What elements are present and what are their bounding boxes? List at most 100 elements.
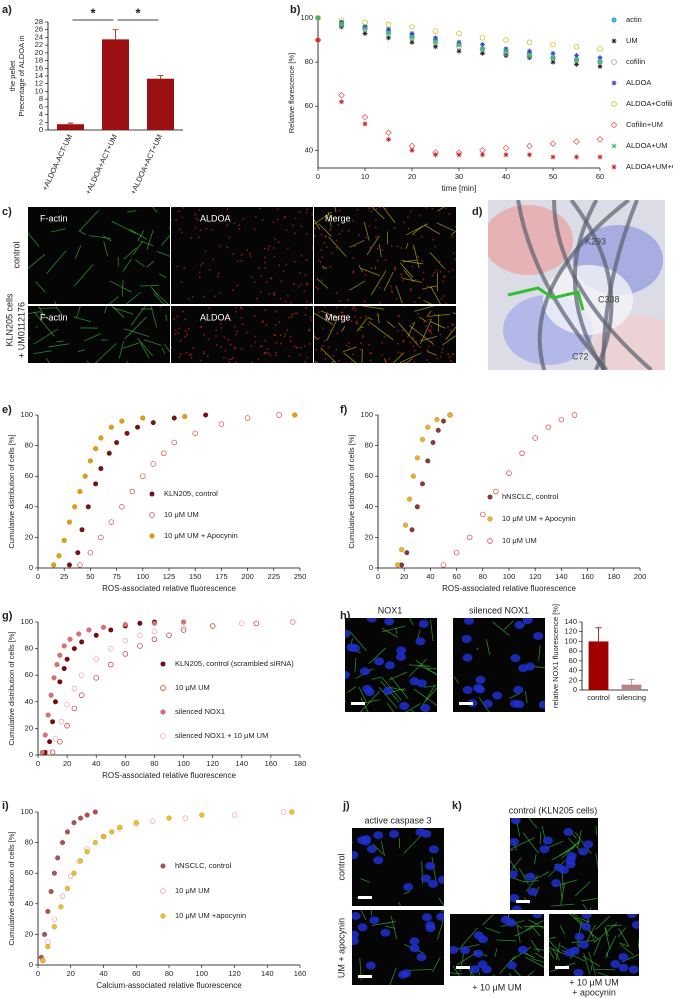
point bbox=[42, 732, 48, 738]
dot bbox=[227, 315, 229, 318]
dot bbox=[354, 315, 357, 318]
dot bbox=[257, 358, 260, 361]
nucleus bbox=[539, 845, 550, 854]
fiber bbox=[595, 853, 598, 868]
dot bbox=[409, 287, 412, 290]
dot bbox=[390, 289, 393, 292]
image-label: ALDOA bbox=[200, 213, 231, 223]
y-tick-label: 100 bbox=[300, 13, 313, 22]
point bbox=[71, 645, 77, 652]
dot bbox=[260, 275, 263, 277]
dot bbox=[374, 266, 377, 269]
point bbox=[98, 435, 104, 441]
fiber bbox=[514, 927, 533, 937]
point bbox=[41, 931, 48, 938]
dot bbox=[387, 334, 390, 337]
fiber bbox=[360, 697, 369, 712]
y-tick-label: 80 bbox=[569, 646, 577, 655]
point bbox=[151, 636, 158, 643]
fiber bbox=[595, 825, 598, 836]
panel-label: c) bbox=[2, 206, 12, 218]
dot bbox=[240, 317, 243, 320]
micrograph bbox=[314, 207, 456, 304]
fiber bbox=[426, 310, 432, 318]
dot bbox=[327, 346, 330, 349]
nucleus bbox=[365, 961, 376, 970]
dot bbox=[299, 353, 302, 356]
dot bbox=[219, 245, 222, 248]
fiber bbox=[118, 340, 125, 359]
point bbox=[78, 692, 85, 698]
dot bbox=[218, 272, 220, 275]
fiber bbox=[38, 306, 45, 316]
dot bbox=[314, 333, 315, 335]
dot bbox=[376, 314, 379, 316]
point bbox=[48, 692, 54, 698]
nucleus bbox=[473, 931, 484, 940]
micrograph-content bbox=[171, 207, 313, 304]
fiber bbox=[581, 897, 598, 902]
nucleus bbox=[416, 679, 427, 688]
fiber bbox=[604, 927, 611, 950]
fiber bbox=[314, 211, 333, 225]
row-label: KLN205 cells bbox=[4, 293, 14, 347]
fiber bbox=[510, 849, 515, 851]
dot bbox=[233, 222, 236, 225]
dot bbox=[347, 342, 350, 345]
dot bbox=[390, 285, 392, 288]
fiber bbox=[559, 841, 581, 857]
point bbox=[502, 144, 510, 152]
dot bbox=[171, 218, 173, 221]
dot bbox=[299, 272, 302, 274]
dot bbox=[264, 308, 267, 311]
fiber bbox=[437, 207, 445, 212]
error-bar bbox=[112, 29, 119, 40]
point bbox=[419, 481, 426, 487]
fiber bbox=[424, 685, 437, 688]
point bbox=[93, 656, 99, 662]
fiber bbox=[334, 207, 337, 213]
legend-marker bbox=[611, 17, 617, 23]
dot bbox=[317, 259, 320, 262]
dot bbox=[186, 333, 188, 336]
fiber bbox=[398, 322, 419, 347]
dot bbox=[356, 322, 359, 325]
micrograph bbox=[510, 818, 598, 910]
dot bbox=[448, 213, 451, 215]
point bbox=[315, 37, 321, 43]
x-tick-label: silencing bbox=[617, 693, 646, 702]
dot bbox=[219, 323, 222, 325]
background bbox=[28, 207, 170, 304]
dot bbox=[224, 317, 227, 319]
dot bbox=[289, 340, 292, 343]
point bbox=[386, 35, 391, 41]
micrograph-content bbox=[314, 306, 456, 363]
dot bbox=[174, 333, 177, 336]
nucleus bbox=[399, 701, 410, 710]
point bbox=[113, 439, 120, 446]
y-tick-label: 28 bbox=[35, 17, 43, 26]
point bbox=[137, 643, 143, 649]
dot bbox=[275, 351, 278, 354]
point bbox=[93, 446, 99, 452]
point bbox=[192, 430, 198, 437]
point bbox=[414, 455, 420, 461]
point bbox=[361, 113, 369, 121]
point bbox=[574, 53, 579, 58]
fiber bbox=[363, 221, 370, 241]
nucleus bbox=[403, 882, 414, 891]
x-tick-label: 160 bbox=[294, 969, 307, 978]
ribbon bbox=[552, 200, 653, 370]
fiber bbox=[39, 307, 57, 309]
fiber bbox=[403, 269, 415, 283]
fiber bbox=[28, 232, 40, 247]
dot bbox=[183, 267, 186, 269]
scale-bar bbox=[516, 900, 530, 903]
y-tick-label: 120 bbox=[564, 627, 577, 636]
point bbox=[180, 624, 187, 631]
nucleus bbox=[425, 861, 436, 870]
point bbox=[385, 129, 392, 137]
legend-marker bbox=[487, 538, 493, 544]
fiber bbox=[524, 691, 528, 704]
fiber bbox=[452, 312, 456, 315]
